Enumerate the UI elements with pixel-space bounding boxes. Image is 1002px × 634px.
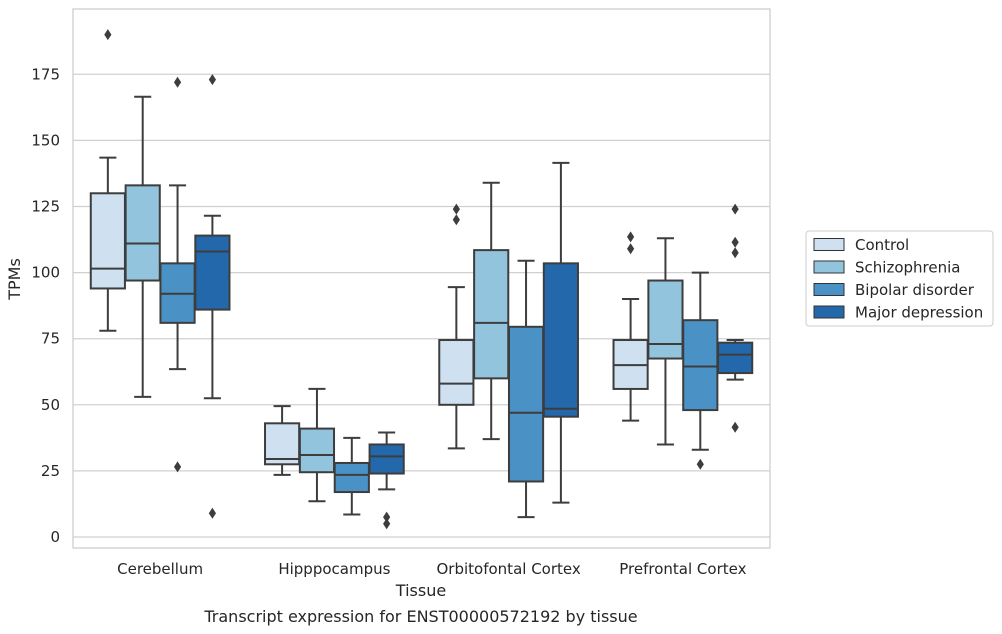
- y-tick-label: 25: [41, 462, 60, 480]
- box-group: [159, 76, 196, 473]
- box-group: [717, 203, 754, 433]
- outlier-point: [731, 203, 739, 215]
- outlier-point: [173, 461, 182, 473]
- legend-swatch: [813, 305, 845, 319]
- outlier-point: [208, 74, 216, 86]
- box-iqr: [507, 325, 545, 483]
- outlier-point: [696, 458, 704, 470]
- box-iqr: [647, 279, 684, 360]
- box-group: [542, 161, 579, 504]
- outlier-point: [731, 421, 739, 433]
- y-axis-ticks: 0 25 50 75 100 125 150 175: [31, 65, 60, 546]
- y-tick-label: 125: [31, 198, 60, 216]
- box-group: [682, 271, 719, 470]
- box-iqr: [194, 234, 231, 311]
- legend-label: Control: [855, 236, 909, 254]
- x-tick-label: Prefrontal Cortex: [619, 560, 746, 578]
- box-iqr: [264, 422, 301, 466]
- outlier-point: [383, 518, 391, 530]
- legend-swatch: [813, 260, 845, 274]
- box-iqr: [368, 443, 405, 475]
- box-group: [89, 29, 126, 332]
- y-tick-label: 75: [41, 330, 60, 348]
- legend-frame: [805, 230, 994, 327]
- box-iqr: [89, 192, 126, 290]
- box-group: [333, 436, 370, 516]
- box-iqr: [438, 339, 475, 406]
- box-group: [298, 387, 336, 503]
- box-group: [647, 237, 684, 446]
- box-group: [368, 431, 405, 530]
- y-tick-label: 100: [31, 264, 60, 282]
- y-tick-label: 150: [31, 131, 60, 149]
- outlier-point: [452, 214, 460, 226]
- outlier-point: [731, 236, 739, 248]
- box-iqr: [473, 249, 510, 380]
- x-axis-label: Tissue: [395, 581, 446, 600]
- figure-caption: Transcript expression for ENST0000057219…: [203, 607, 637, 626]
- y-axis-label: TPMs: [5, 258, 24, 301]
- legend-swatch: [813, 283, 845, 296]
- box-iqr: [682, 319, 719, 412]
- outlier-point: [627, 231, 635, 243]
- outlier-point: [104, 29, 112, 41]
- box-group: [194, 74, 231, 519]
- y-tick-label: 0: [50, 528, 60, 546]
- box-plot-marks: [89, 29, 754, 530]
- box-iqr: [298, 427, 336, 474]
- box-group: [264, 405, 301, 476]
- x-tick-label: Cerebellum: [117, 560, 203, 578]
- outlier-point: [173, 76, 182, 88]
- box-iqr: [542, 262, 579, 418]
- box-group: [124, 95, 161, 398]
- box-group: [438, 203, 475, 450]
- x-tick-label: Hipppocampus: [278, 560, 390, 578]
- box-group: [507, 259, 545, 519]
- box-group: [612, 231, 649, 422]
- box-group: [473, 181, 510, 441]
- outlier-point: [452, 203, 460, 215]
- y-tick-label: 50: [41, 396, 60, 414]
- box-iqr: [124, 184, 161, 282]
- legend-label: Major depression: [855, 304, 983, 322]
- plot-frame: [72, 8, 771, 549]
- outlier-point: [208, 507, 216, 519]
- legend: Control Schizophrenia Bipolar disorder Majo…: [805, 230, 994, 327]
- legend-label: Schizophrenia: [855, 259, 960, 277]
- y-tick-label: 175: [31, 65, 60, 83]
- legend-label: Bipolar disorder: [855, 281, 975, 299]
- outlier-point: [731, 247, 739, 259]
- x-axis-ticks: Cerebellum Hipppocampus Orbitofontal Corte…: [117, 560, 746, 578]
- box-iqr: [717, 341, 754, 375]
- outlier-point: [627, 243, 635, 255]
- box-iqr: [333, 461, 370, 494]
- outlier-point: [383, 511, 391, 523]
- x-tick-label: Orbitofontal Cortex: [437, 560, 581, 578]
- legend-swatch: [813, 238, 845, 251]
